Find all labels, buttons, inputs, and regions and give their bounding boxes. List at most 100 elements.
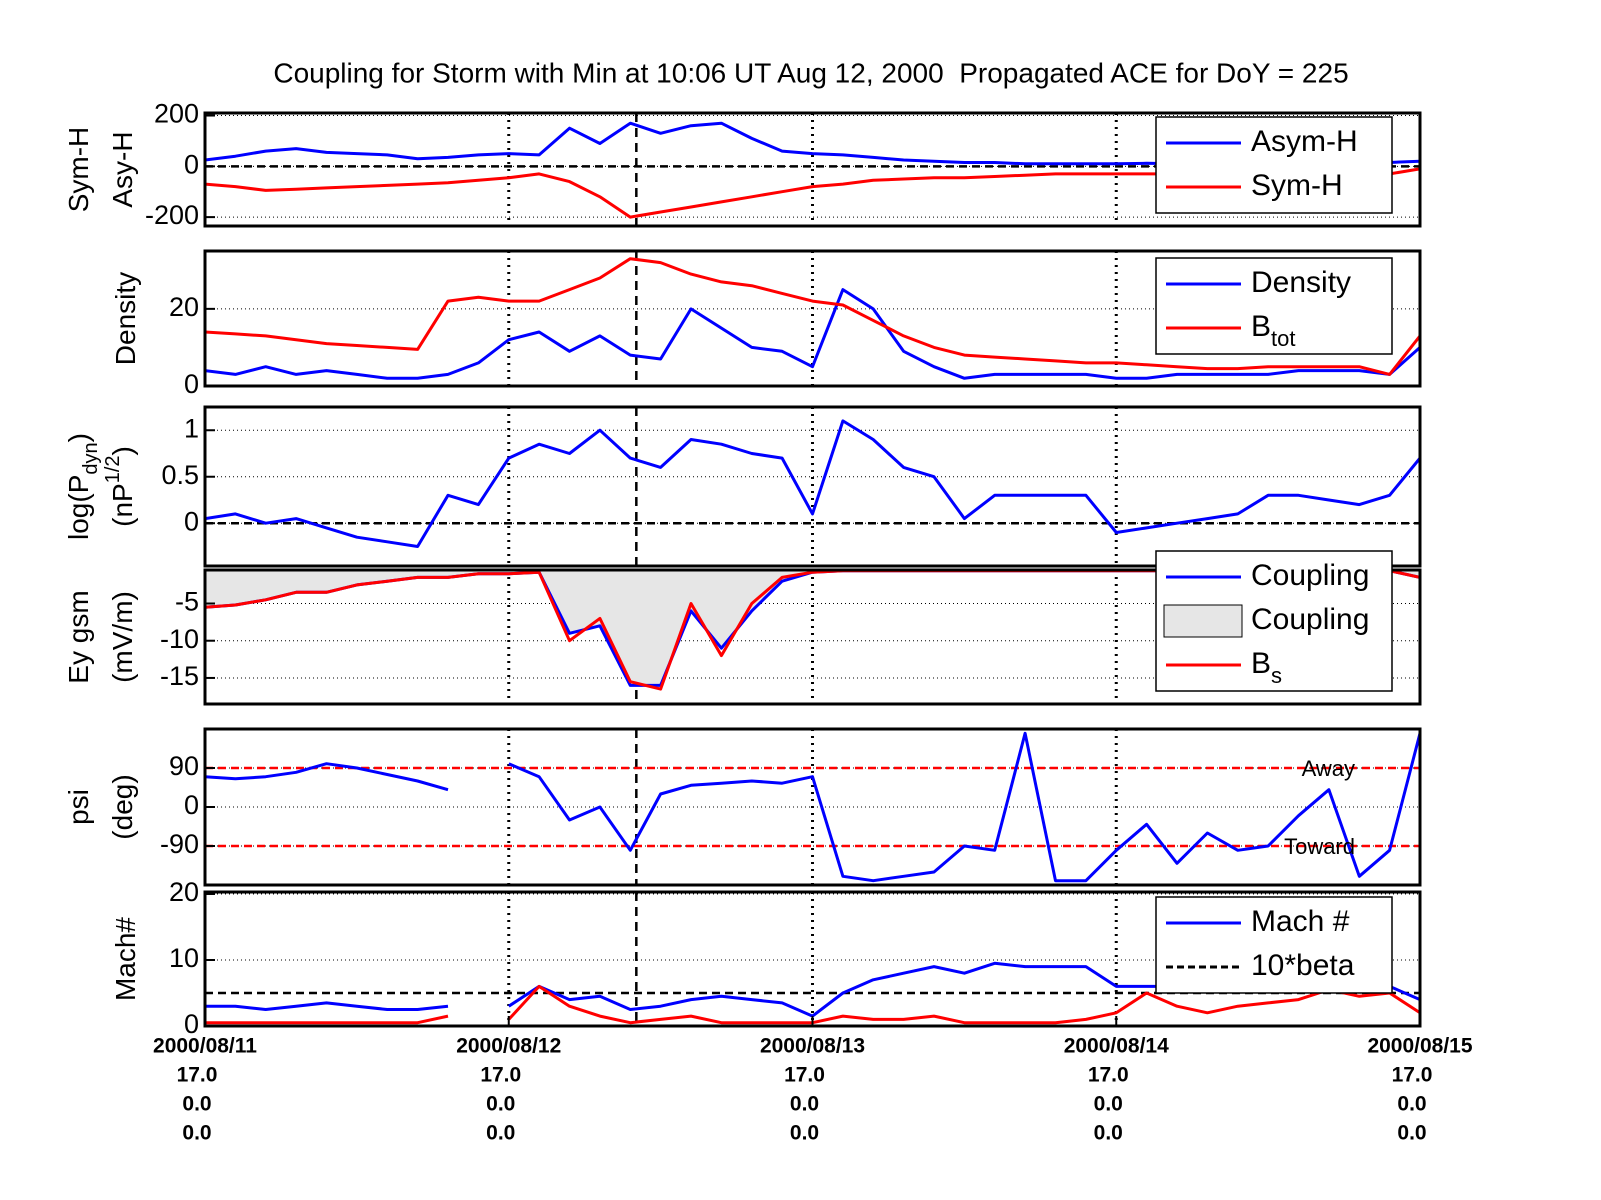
legend-label: Asym-H: [1251, 125, 1358, 158]
y-tick-label: -5: [175, 587, 199, 617]
label-part: (mV/m): [107, 591, 138, 683]
label: Density: [110, 272, 141, 365]
chart-title: Coupling for Storm with Min at 10:06 UT …: [273, 57, 1348, 88]
legend-name: B: [1251, 647, 1271, 680]
y-tick-label: 0: [184, 1009, 199, 1039]
label: log(Pdyn): [63, 433, 102, 540]
area: [205, 570, 1420, 686]
reference-label: Toward: [1284, 834, 1355, 859]
legend-name: B: [1251, 310, 1271, 343]
y-tick-label: 0.5: [161, 460, 199, 490]
x-tick-sublabel: 17.0: [784, 1064, 825, 1087]
y-tick-label: 200: [154, 99, 199, 129]
x-tick-sublabel: 0.0: [486, 1093, 515, 1116]
label-part: psi: [63, 789, 94, 825]
x-tick-label: 2000/08/13: [760, 1035, 865, 1058]
y-tick-label: 90: [169, 751, 199, 781]
label-part: (deg): [107, 774, 138, 839]
label: (mV/m): [107, 591, 138, 683]
y-tick-label: -10: [160, 624, 199, 654]
label-part: ): [63, 433, 94, 442]
frame: [203, 568, 1422, 706]
line: [205, 288, 1420, 380]
x-tick-sublabel: 17.0: [480, 1064, 521, 1087]
frame: [203, 249, 1422, 388]
x-tick-sublabel: 0.0: [182, 1093, 211, 1116]
x-tick-label: 2000/08/15: [1367, 1035, 1472, 1058]
y-tick-label: 0: [184, 790, 199, 820]
legend-box: [1155, 896, 1393, 994]
panel: -200 0 200 Sym-H Asy-H Asym-H Sym-H: [63, 99, 1422, 230]
legend-name: Mach #: [1251, 905, 1350, 938]
legend-name: Density: [1251, 266, 1351, 299]
x-tick-label: 2000/08/14: [1064, 1035, 1169, 1058]
legend-label: Mach #: [1251, 905, 1350, 938]
x-tick-label: 2000/08/12: [456, 1035, 561, 1058]
label-part: Ey gsm: [63, 590, 94, 683]
label-part: Sym-H: [63, 127, 94, 213]
legend-name: Sym-H: [1251, 169, 1343, 202]
line: [205, 257, 1420, 376]
x-tick-sublabel: 0.0: [182, 1122, 211, 1145]
label: Sym-H: [63, 127, 94, 213]
label: Asy-H: [107, 131, 138, 207]
x-tick-sublabel: 17.0: [1088, 1064, 1129, 1087]
label-part: (nP: [107, 483, 138, 527]
y-tick-label: 20: [169, 877, 199, 907]
legend-name: 10*beta: [1251, 949, 1355, 982]
line: [205, 731, 1420, 883]
legend-name: Coupling: [1251, 603, 1369, 636]
panel: 0 20 Density Density Btot: [110, 249, 1422, 399]
plot-area: [205, 407, 1420, 566]
legend-swatch: [1163, 604, 1243, 638]
label: (deg): [107, 774, 138, 839]
label-part: Mach#: [110, 917, 141, 1001]
reference-label: Away: [1302, 756, 1355, 781]
y-tick-label: 0: [184, 369, 199, 399]
y-tick-label: 10: [169, 943, 199, 973]
legend-label: Bs: [1251, 647, 1282, 688]
label-part: Asy-H: [107, 131, 138, 207]
panel: -15 -10 -5 Ey gsm (mV/m) Coupling Coupling Bs: [63, 550, 1422, 706]
legend-label: 10*beta: [1251, 949, 1355, 982]
panel: 0 10 20 Mach# Mach # 10*beta 2000/08/11 17.0 0.0…: [110, 877, 1472, 1144]
y-tick-label: 20: [169, 292, 199, 322]
x-tick-sublabel: 17.0: [1392, 1064, 1433, 1087]
x-tick-label: 2000/08/11: [153, 1035, 257, 1058]
label-part: dyn: [80, 442, 102, 474]
legend-name: Coupling: [1251, 559, 1369, 592]
legend-label: Coupling: [1251, 559, 1369, 592]
x-tick-sublabel: 17.0: [177, 1064, 218, 1087]
legend-label: Coupling: [1251, 603, 1369, 636]
y-tick-label: -200: [145, 200, 199, 230]
plot-area: [205, 729, 1420, 885]
label-part: 1/2: [102, 455, 124, 483]
legend-label: Density: [1251, 266, 1351, 299]
legend-name: Asym-H: [1251, 125, 1358, 158]
x-tick-sublabel: 0.0: [1397, 1093, 1426, 1116]
x-tick-sublabel: 0.0: [1397, 1122, 1426, 1145]
label: Mach#: [110, 917, 141, 1001]
x-tick-sublabel: 0.0: [790, 1093, 819, 1116]
line: [205, 984, 1420, 1025]
panel: -90 0 90 Away Toward psi (deg): [63, 727, 1422, 887]
y-tick-label: 1: [184, 413, 199, 443]
label-part: Density: [110, 272, 141, 365]
x-tick-sublabel: 0.0: [1094, 1122, 1123, 1145]
label: (nP1/2): [102, 446, 138, 527]
legend-box: [1155, 257, 1393, 355]
y-tick-label: 0: [184, 149, 199, 179]
label-part: ): [107, 446, 138, 455]
frame: [203, 111, 1422, 228]
legend-label: Sym-H: [1251, 169, 1343, 202]
label: Ey gsm: [63, 590, 94, 683]
y-tick-label: -90: [160, 829, 199, 859]
legend-subscript: s: [1271, 663, 1282, 688]
line: [205, 419, 1420, 548]
legend-label: Btot: [1251, 310, 1295, 351]
legend-subscript: tot: [1271, 326, 1295, 351]
x-tick-sublabel: 0.0: [1094, 1093, 1123, 1116]
label-part: log(P: [63, 475, 94, 540]
